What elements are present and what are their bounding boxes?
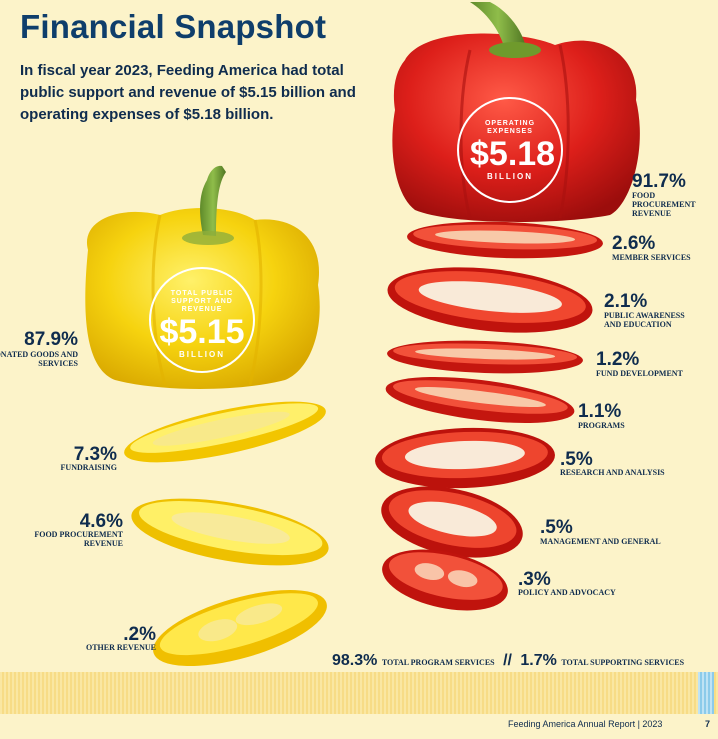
revenue-bubble-unit: BILLION: [179, 350, 225, 359]
revenue-bubble: TOTAL PUBLIC SUPPORT AND REVENUE $5.15 B…: [152, 290, 252, 359]
services-summary: 98.3% TOTAL PROGRAM SERVICES // 1.7% TOT…: [332, 652, 684, 670]
expense-label: PUBLIC AWARENESS AND EDUCATION: [604, 311, 685, 329]
revenue-label: DONATED GOODS AND SERVICES: [0, 350, 78, 368]
expenses-bubble-ring: [457, 97, 563, 203]
revenue-bubble-ring: [149, 267, 255, 373]
intro-paragraph: In fiscal year 2023, Feeding America had…: [20, 62, 356, 123]
supporting-services-label: TOTAL SUPPORTING SERVICES: [561, 658, 685, 667]
revenue-pct: 7.3%: [73, 444, 117, 465]
summary-separator: //: [503, 652, 512, 669]
expense-label: PROGRAMS: [578, 421, 625, 430]
supporting-services-pct: 1.7%: [520, 652, 557, 669]
red-slices: [375, 221, 603, 611]
page-title: Financial Snapshot: [20, 8, 327, 45]
expense-pct: 2.6%: [612, 233, 656, 254]
revenue-pct: .2%: [123, 624, 156, 645]
yellow-slices: [124, 401, 329, 667]
revenue-pct: 4.6%: [79, 511, 123, 532]
expense-pct: 1.2%: [596, 349, 640, 370]
revenue-label: OTHER REVENUE: [85, 643, 156, 652]
expense-label: RESEARCH AND ANALYSIS: [560, 468, 665, 477]
expenses-bubble-amount: $5.18: [470, 135, 556, 173]
expense-pct: 1.1%: [578, 401, 622, 422]
expenses-bubble-caption: OPERATING EXPENSES: [484, 120, 536, 135]
expense-pct: 91.7%: [632, 171, 686, 192]
program-services-label: TOTAL PROGRAM SERVICES: [381, 658, 495, 667]
expense-pct: 2.1%: [604, 291, 648, 312]
expenses-bubble: OPERATING EXPENSES $5.18 BILLION: [470, 120, 556, 181]
program-services-pct: 98.3%: [332, 652, 378, 669]
revenue-label: FUNDRAISING: [60, 463, 117, 472]
decorative-stripe: [0, 672, 718, 714]
revenue-bubble-amount: $5.15: [159, 313, 245, 351]
expense-label: FUND DEVELOPMENT: [596, 369, 683, 378]
decorative-stripe-accent: [698, 672, 714, 714]
expense-pct: .3%: [518, 569, 551, 590]
revenue-pct: 87.9%: [24, 329, 78, 350]
red-pepper: [392, 2, 640, 222]
expenses-bubble-unit: BILLION: [487, 172, 533, 181]
expense-label: POLICY AND ADVOCACY: [518, 588, 616, 597]
expense-pct: .5%: [540, 517, 573, 538]
revenue-label: FOOD PROCUREMENT REVENUE: [34, 530, 123, 548]
footer-report-name: Feeding America Annual Report | 2023: [508, 719, 663, 729]
expense-pct: .5%: [560, 449, 593, 470]
expense-label: MEMBER SERVICES: [612, 253, 691, 262]
yellow-pepper: [85, 165, 320, 389]
expense-label: FOOD PROCUREMENT REVENUE: [632, 191, 696, 218]
page-number: 7: [705, 719, 711, 729]
expense-label: MANAGEMENT AND GENERAL: [540, 537, 661, 546]
revenue-bubble-caption: TOTAL PUBLIC SUPPORT AND REVENUE: [170, 290, 234, 313]
